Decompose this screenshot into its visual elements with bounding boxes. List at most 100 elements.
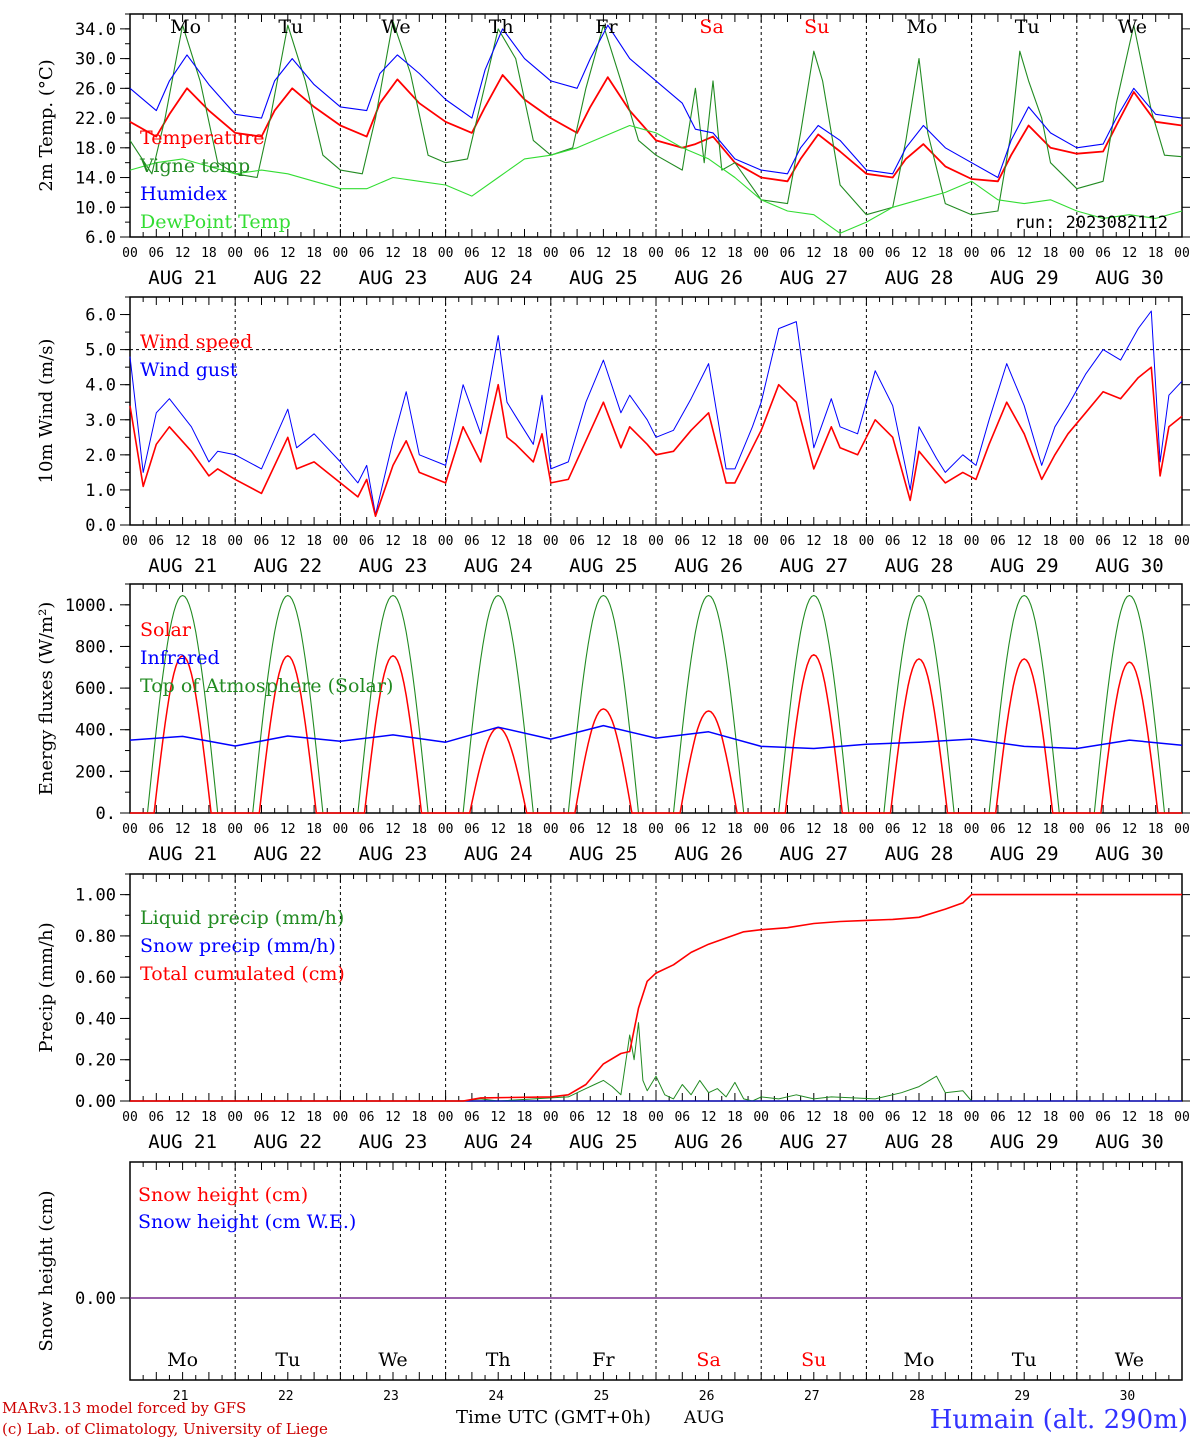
x-tick-label: 12 (175, 534, 191, 549)
x-tick-label: 00 (964, 246, 980, 261)
x-tick-label: 18 (1148, 534, 1164, 549)
x-tick-label: 12 (1122, 246, 1138, 261)
legend-entry: Liquid precip (mm/h) (140, 907, 344, 929)
x-tick-label: 18 (201, 246, 217, 261)
day-label: AUG 23 (359, 1131, 428, 1153)
day-number: 22 (278, 1389, 294, 1404)
day-label: AUG 25 (569, 267, 638, 289)
x-tick-label: 00 (122, 822, 138, 837)
x-tick-label: 12 (490, 246, 506, 261)
x-tick-label: 06 (990, 1110, 1006, 1125)
y-tick-label: 1.00 (75, 886, 116, 906)
day-number: 21 (173, 1389, 189, 1404)
panel-temperature: 00 06 12 18 00 06 12 18 00 06 12 18 00 06 12 18 00 06 12 18… (36, 13, 1190, 289)
y-axis-label: Snow height (cm) (36, 1190, 57, 1351)
day-number: 25 (594, 1389, 610, 1404)
day-label: AUG 28 (885, 1131, 954, 1153)
x-tick-label: 00 (1069, 822, 1085, 837)
x-tick-label: 18 (517, 534, 533, 549)
panel-wind: 00 06 12 18 00 06 12 18 00 06 12 18 00 06 12 18 00 06 12 18… (36, 296, 1190, 577)
legend-entry: Solar (140, 619, 192, 641)
y-tick-label: 6.0 (85, 228, 116, 248)
x-tick-label: 06 (569, 246, 585, 261)
day-label: AUG 24 (464, 555, 533, 577)
x-tick-label: 00 (1174, 1110, 1190, 1125)
day-number: 26 (699, 1389, 715, 1404)
series-wind-speed (129, 366, 1183, 518)
day-label: AUG 23 (359, 843, 428, 865)
weekday-label: Mo (904, 1349, 935, 1371)
legend-entry: Snow height (cm) (138, 1184, 308, 1206)
y-tick-label: 0.60 (75, 968, 116, 988)
x-tick-label: 12 (596, 1110, 612, 1125)
x-tick-label: 18 (1148, 822, 1164, 837)
x-tick-label: 06 (254, 534, 270, 549)
y-tick-label: 0.00 (75, 1289, 116, 1309)
x-tick-label: 12 (490, 534, 506, 549)
x-tick-label: 06 (254, 246, 270, 261)
x-tick-label: 12 (596, 534, 612, 549)
x-tick-label: 12 (1122, 534, 1138, 549)
x-tick-label: 06 (148, 822, 164, 837)
x-tick-label: 00 (964, 822, 980, 837)
day-label: AUG 21 (148, 267, 217, 289)
legend-entry: Temperature (140, 127, 264, 149)
x-tick-label: 18 (727, 246, 743, 261)
x-tick-label: 06 (780, 1110, 796, 1125)
x-tick-label: 00 (438, 246, 454, 261)
day-label: AUG 26 (674, 267, 743, 289)
series-dewpoint-temp (129, 124, 1183, 234)
series-vigne-temp (129, 20, 1183, 216)
y-tick-label: 4.0 (85, 376, 116, 396)
x-tick-label: 06 (990, 246, 1006, 261)
x-tick-label: 18 (1043, 534, 1059, 549)
day-label: AUG 24 (464, 1131, 533, 1153)
x-tick-label: 06 (1095, 534, 1111, 549)
x-tick-label: 00 (543, 822, 559, 837)
x-tick-label: 06 (464, 822, 480, 837)
legend-entry: Infrared (140, 647, 220, 669)
x-tick-label: 06 (885, 246, 901, 261)
day-label: AUG 28 (885, 555, 954, 577)
weekday-label: Tu (1012, 1349, 1037, 1371)
legend-entry: Total cumulated (cm) (140, 963, 345, 985)
x-tick-label: 00 (543, 534, 559, 549)
weekday-label: Fr (592, 1349, 615, 1371)
x-axis-title: Time UTC (GMT+0h) (456, 1407, 651, 1428)
x-tick-label: 00 (753, 534, 769, 549)
day-label: AUG 25 (569, 843, 638, 865)
day-label: AUG 26 (674, 1131, 743, 1153)
x-tick-label: 00 (753, 822, 769, 837)
weekday-label: Th (489, 16, 514, 38)
x-tick-label: 18 (306, 1110, 322, 1125)
x-tick-label: 18 (517, 1110, 533, 1125)
x-tick-label: 18 (1043, 246, 1059, 261)
y-tick-label: 600. (75, 679, 116, 699)
x-tick-label: 18 (727, 534, 743, 549)
x-tick-label: 18 (832, 822, 848, 837)
panel-energy: 00 06 12 18 00 06 12 18 00 06 12 18 00 06 12 18 00 06 12 18… (36, 583, 1190, 865)
x-tick-label: 18 (622, 822, 638, 837)
day-number: 27 (804, 1389, 820, 1404)
x-tick-label: 00 (438, 822, 454, 837)
x-tick-label: 18 (517, 822, 533, 837)
weekday-label: We (1118, 16, 1147, 38)
weekday-label: Su (801, 1349, 826, 1371)
x-tick-label: 12 (911, 246, 927, 261)
x-tick-label: 00 (333, 534, 349, 549)
weekday-label: Tu (275, 1349, 300, 1371)
x-tick-label: 06 (254, 1110, 270, 1125)
day-label: AUG 25 (569, 555, 638, 577)
day-label: AUG 27 (779, 555, 848, 577)
x-tick-label: 06 (674, 822, 690, 837)
x-tick-label: 18 (1043, 1110, 1059, 1125)
lab-credit: (c) Lab. of Climatology, University of L… (2, 1420, 328, 1438)
legend-entry: Wind gust (140, 359, 238, 381)
x-tick-label: 18 (201, 534, 217, 549)
x-tick-label: 00 (648, 534, 664, 549)
weekday-label: Sa (699, 16, 723, 38)
weekday-label: Tu (278, 16, 303, 38)
x-tick-label: 06 (464, 534, 480, 549)
x-tick-label: 12 (280, 246, 296, 261)
